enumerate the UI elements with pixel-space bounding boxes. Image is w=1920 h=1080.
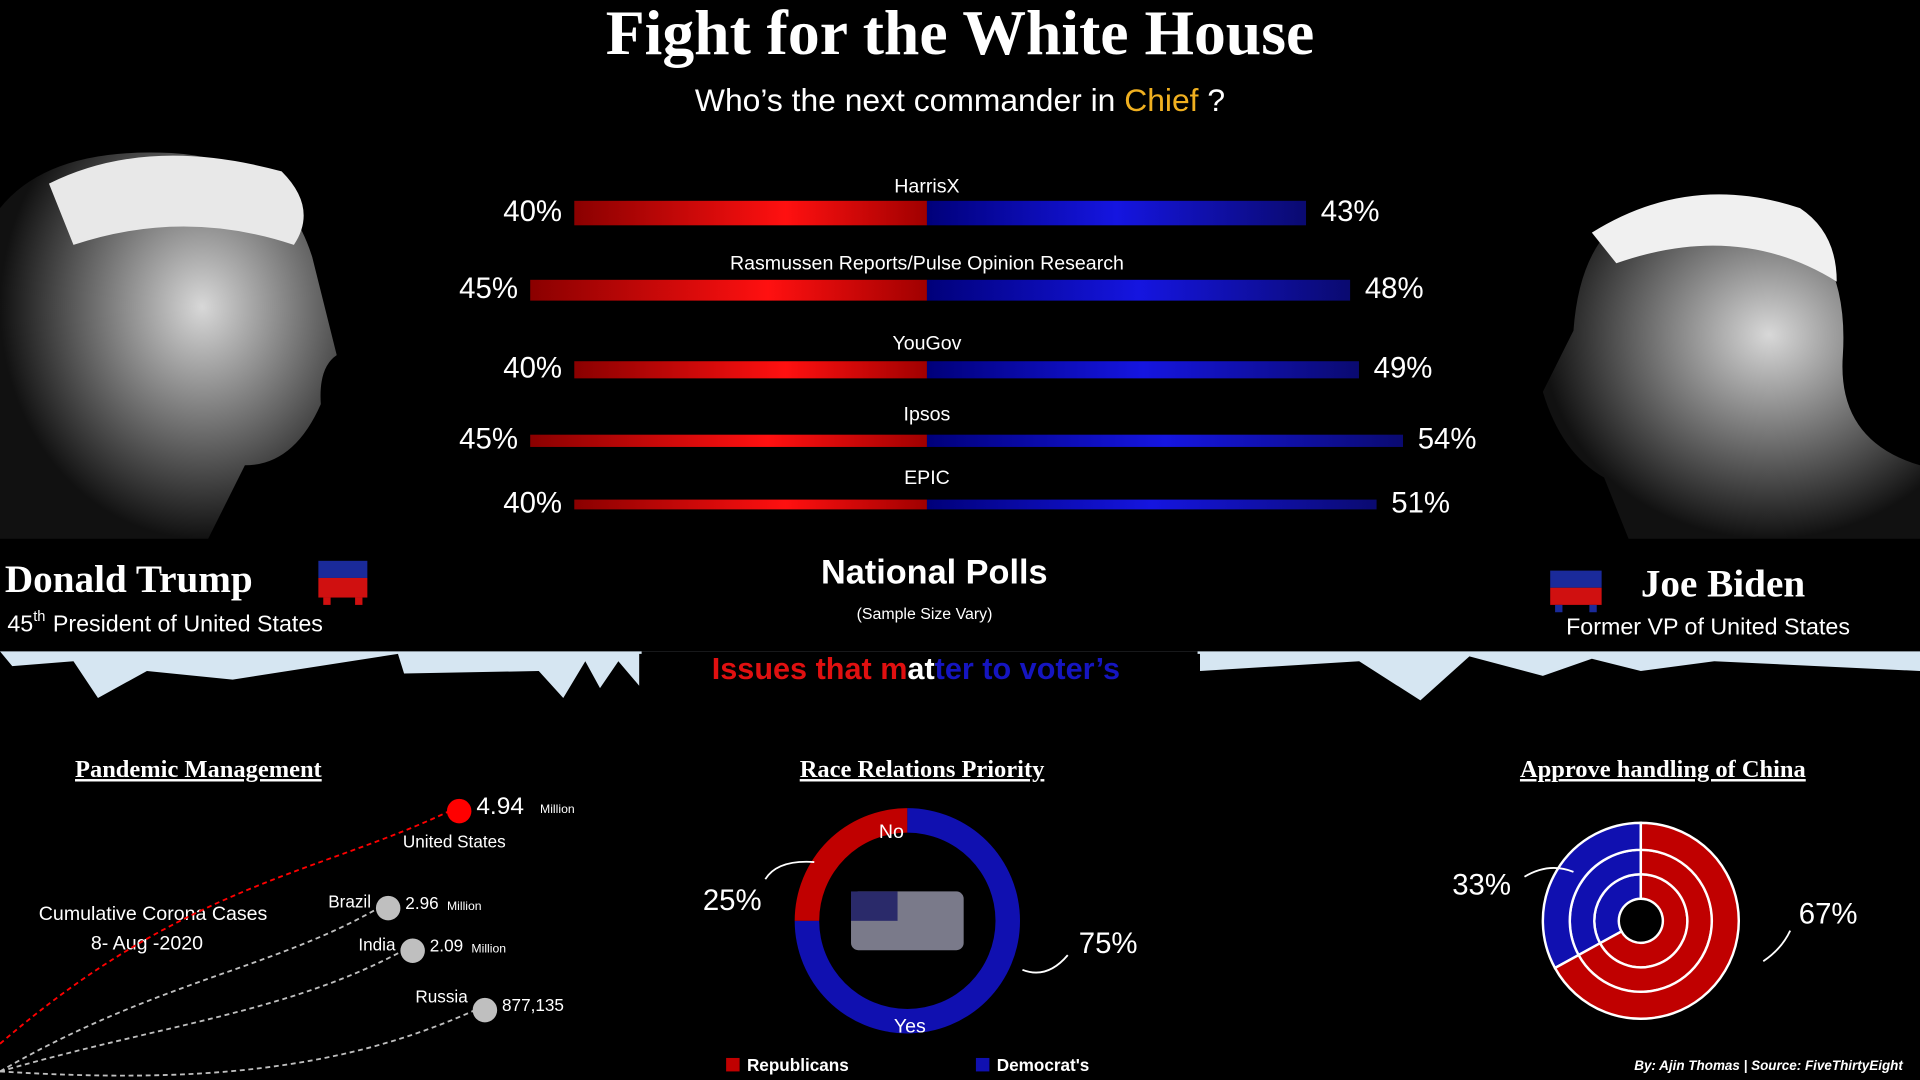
legend-label: Republicans: [747, 1055, 849, 1075]
charts: HarrisX 40% 43% Rasmussen Reports/Pulse Opi…: [0, 176, 1858, 1077]
value-label: 48%: [1365, 272, 1424, 305]
subtitle-text: Who’s the next commander in: [695, 82, 1124, 118]
chart-title: Approve handling of China: [1520, 756, 1806, 783]
value-label: 49%: [1374, 352, 1433, 385]
case-dot: [375, 895, 401, 921]
biden-portrait: [1542, 194, 1920, 539]
value-label: 51%: [1391, 486, 1450, 519]
subtitle-text: ?: [1199, 82, 1226, 118]
value-label: 67%: [1799, 898, 1858, 931]
bar-red: [530, 434, 927, 447]
case-value: 877,135: [502, 995, 564, 1015]
subtitle: Who’s the next commander in Chief ?: [695, 82, 1225, 118]
case-dot: [472, 997, 498, 1023]
country-label: Russia: [415, 986, 468, 1006]
annotation: Cumulative Corona Cases: [39, 903, 268, 925]
bar-red: [574, 200, 927, 226]
poll-name: YouGov: [892, 332, 961, 354]
arrow: [1762, 930, 1792, 962]
value-label: 40%: [503, 195, 562, 228]
trend-curve: [0, 907, 379, 1073]
value-label: 40%: [503, 486, 562, 519]
role-number: 45: [7, 611, 33, 637]
case-unit: Million: [447, 899, 482, 913]
section-title: Issues that matter to voter’s: [712, 652, 1120, 686]
bar-red: [574, 361, 927, 379]
arrow: [764, 860, 815, 880]
value-label: 33%: [1452, 868, 1511, 901]
chart-title: Race Relations Priority: [800, 756, 1045, 783]
section-title-white: at: [907, 652, 934, 686]
poll-name: Rasmussen Reports/Pulse Opinion Research: [730, 253, 1124, 275]
value-label: 54%: [1418, 423, 1477, 456]
poll-name: Ipsos: [904, 403, 951, 425]
value-label: 43%: [1321, 195, 1380, 228]
bar-blue: [926, 434, 1404, 447]
country-label: United States: [403, 831, 506, 851]
candidate-role: Former VP of United States: [1566, 613, 1850, 639]
trend-curve: [0, 949, 404, 1073]
bar-blue: [926, 499, 1377, 510]
section-title-red: Issues that m: [712, 652, 908, 686]
bar-blue: [926, 361, 1359, 379]
country-label: Brazil: [328, 892, 371, 912]
value-label: 40%: [503, 352, 562, 385]
bar-blue: [926, 200, 1307, 226]
bar-blue: [926, 279, 1351, 301]
chart-title: Pandemic Management: [75, 756, 323, 783]
case-unit: Million: [540, 802, 575, 816]
value-label: 25%: [703, 884, 762, 917]
value-label: 75%: [1079, 927, 1138, 960]
case-dot: [446, 798, 472, 824]
candidate-name: Donald Trump: [5, 558, 253, 601]
legend-label: Democrat's: [997, 1055, 1090, 1075]
democrat-icon: [1550, 570, 1602, 613]
category-label: No: [879, 821, 904, 843]
bar-red: [530, 279, 927, 301]
candidate-name: Joe Biden: [1641, 563, 1806, 606]
role-suffix: th: [33, 609, 45, 625]
value-label: 45%: [459, 423, 518, 456]
section-title-bg: [641, 651, 1198, 696]
arrow: [1022, 954, 1069, 974]
annotation-date: 8- Aug -2020: [91, 932, 203, 954]
donut-segment: [794, 808, 908, 921]
legend-swatch: [726, 1057, 740, 1072]
republican-icon: [318, 560, 368, 605]
trend-curve: [0, 1009, 476, 1077]
candidate-role: 45th President of United States: [7, 609, 323, 637]
country-label: India: [358, 934, 396, 954]
legend-swatch: [975, 1057, 990, 1072]
chart-subtitle: (Sample Size Vary): [857, 606, 993, 623]
value-label: 45%: [459, 272, 518, 305]
credits: By: Ajin Thomas | Source: FiveThirtyEigh…: [1634, 1058, 1903, 1073]
category-label: Yes: [894, 1016, 926, 1038]
chart-title: National Polls: [821, 553, 1048, 591]
role-text: President of United States: [53, 611, 323, 637]
bar-red: [574, 499, 927, 510]
section-title-blue: ter to voter’s: [935, 652, 1120, 686]
ring-segment: [1553, 821, 1740, 1020]
title: Fight for the White House: [606, 0, 1314, 68]
case-dot: [400, 938, 425, 963]
divider-band: [0, 651, 1920, 701]
poll-name: EPIC: [904, 467, 950, 489]
flag-canton: [851, 891, 898, 921]
poll-name: HarrisX: [894, 176, 959, 198]
case-value: 2.96: [405, 893, 438, 913]
case-value: 2.09: [430, 936, 463, 956]
case-value: 4.94: [476, 793, 524, 820]
subtitle-highlight: Chief: [1124, 82, 1198, 118]
arrow: [1524, 867, 1574, 878]
trump-portrait: [0, 152, 337, 539]
case-unit: Million: [471, 942, 506, 956]
